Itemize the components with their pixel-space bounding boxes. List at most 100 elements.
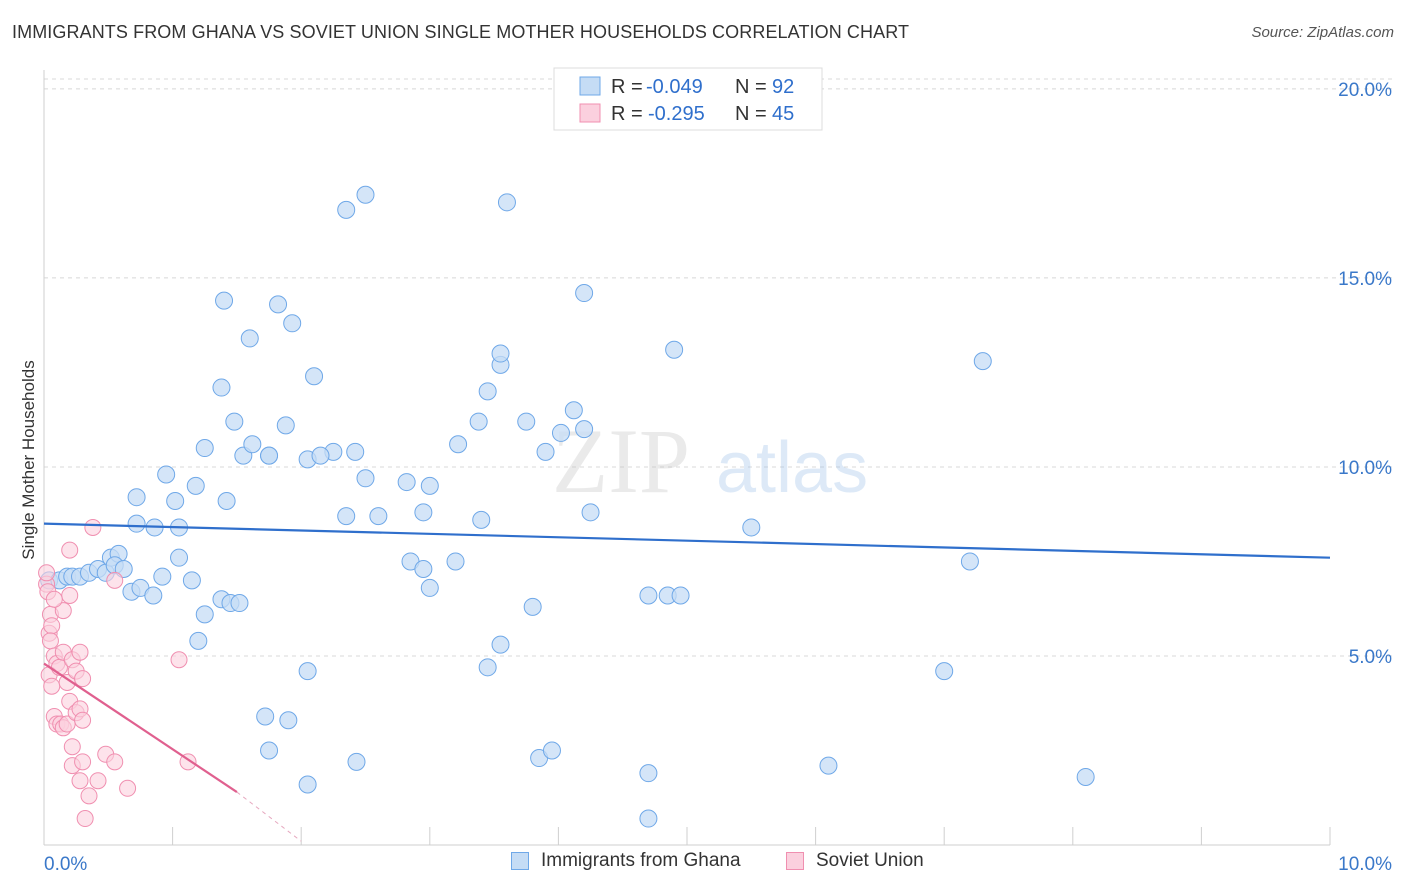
ghana-point-28[interactable] bbox=[157, 465, 176, 484]
ghana-point-29[interactable] bbox=[166, 491, 185, 510]
ghana-point-14[interactable] bbox=[144, 586, 163, 605]
ghana-point-26[interactable] bbox=[217, 491, 236, 510]
ghana-point-96[interactable] bbox=[189, 631, 208, 650]
ghana-point-76[interactable] bbox=[973, 352, 992, 371]
soviet-point-17[interactable] bbox=[54, 602, 72, 620]
ghana-point-67[interactable] bbox=[472, 510, 491, 529]
ghana-point-40[interactable] bbox=[283, 314, 302, 333]
soviet-point-42[interactable] bbox=[38, 564, 56, 582]
ghana-point-51[interactable] bbox=[397, 473, 416, 492]
soviet-point-18[interactable] bbox=[61, 586, 79, 604]
ghana-point-52[interactable] bbox=[414, 503, 433, 522]
soviet-point-33[interactable] bbox=[74, 753, 92, 771]
ghana-point-53[interactable] bbox=[369, 507, 388, 526]
ghana-point-46[interactable] bbox=[346, 442, 365, 461]
ghana-point-77[interactable] bbox=[639, 586, 658, 605]
ghana-point-94[interactable] bbox=[1076, 767, 1095, 786]
soviet-point-38[interactable] bbox=[119, 779, 137, 797]
legend-item-ghana[interactable]: Immigrants from Ghana bbox=[511, 850, 741, 872]
ghana-point-64[interactable] bbox=[564, 401, 583, 420]
ghana-point-47[interactable] bbox=[356, 185, 375, 204]
ghana-point-72[interactable] bbox=[575, 284, 594, 303]
ghana-point-38[interactable] bbox=[260, 446, 279, 465]
ghana-point-75[interactable] bbox=[960, 552, 979, 571]
ghana-point-39[interactable] bbox=[215, 291, 234, 310]
ghana-point-84[interactable] bbox=[256, 707, 275, 726]
ghana-point-80[interactable] bbox=[491, 635, 510, 654]
ghana-point-73[interactable] bbox=[665, 340, 684, 359]
ghana-point-50[interactable] bbox=[356, 469, 375, 488]
soviet-point-20[interactable] bbox=[84, 518, 102, 536]
ghana-point-81[interactable] bbox=[523, 597, 542, 616]
ghana-point-41[interactable] bbox=[269, 295, 288, 314]
ghana-point-25[interactable] bbox=[186, 476, 205, 495]
soviet-point-34[interactable] bbox=[80, 787, 98, 805]
ghana-point-55[interactable] bbox=[449, 435, 468, 454]
ghana-point-95[interactable] bbox=[639, 809, 658, 828]
soviet-point-21[interactable] bbox=[106, 571, 124, 589]
soviet-point-44[interactable] bbox=[74, 711, 92, 729]
ghana-point-59[interactable] bbox=[491, 344, 510, 363]
ghana-point-27[interactable] bbox=[127, 488, 146, 507]
ghana-point-54[interactable] bbox=[420, 476, 439, 495]
ghana-point-68[interactable] bbox=[446, 552, 465, 571]
soviet-point-16[interactable] bbox=[74, 670, 92, 688]
ghana-point-56[interactable] bbox=[469, 412, 488, 431]
ghana-point-62[interactable] bbox=[536, 442, 555, 461]
ghana-point-79[interactable] bbox=[671, 586, 690, 605]
legend-item-soviet[interactable]: Soviet Union bbox=[786, 850, 924, 872]
ghana-point-49[interactable] bbox=[337, 507, 356, 526]
soviet-point-40[interactable] bbox=[170, 651, 188, 669]
soviet-point-32[interactable] bbox=[71, 772, 89, 790]
ghana-point-60[interactable] bbox=[497, 193, 516, 212]
soviet-point-39[interactable] bbox=[76, 810, 94, 828]
ghana-point-15[interactable] bbox=[153, 567, 172, 586]
soviet-point-5[interactable] bbox=[41, 632, 59, 650]
ghana-point-71[interactable] bbox=[420, 578, 439, 597]
soviet-point-19[interactable] bbox=[61, 541, 79, 559]
ghana-point-90[interactable] bbox=[542, 741, 561, 760]
ghana-point-74[interactable] bbox=[742, 518, 761, 537]
ghana-point-87[interactable] bbox=[298, 775, 317, 794]
ghana-point-17[interactable] bbox=[182, 571, 201, 590]
ghana-point-11[interactable] bbox=[114, 560, 133, 579]
ghana-point-48[interactable] bbox=[337, 200, 356, 219]
ghana-point-32[interactable] bbox=[225, 412, 244, 431]
ghana-point-82[interactable] bbox=[478, 658, 497, 677]
ghana-point-91[interactable] bbox=[639, 764, 658, 783]
ghana-point-16[interactable] bbox=[170, 548, 189, 567]
ghana-point-45[interactable] bbox=[311, 446, 330, 465]
source-label[interactable]: Source: ZipAtlas.com bbox=[1251, 24, 1394, 41]
ghana-point-21[interactable] bbox=[230, 594, 249, 613]
ghana-point-57[interactable] bbox=[478, 382, 497, 401]
ghana-point-88[interactable] bbox=[347, 752, 366, 771]
soviet-point-15[interactable] bbox=[71, 643, 89, 661]
soviet-point-35[interactable] bbox=[89, 772, 107, 790]
legend-r-value-2: -0.295 bbox=[648, 103, 705, 125]
ghana-point-65[interactable] bbox=[575, 420, 594, 439]
soviet-point-30[interactable] bbox=[63, 738, 81, 756]
ghana-point-66[interactable] bbox=[581, 503, 600, 522]
ghana-point-86[interactable] bbox=[260, 741, 279, 760]
x-tick-right: 10.0% bbox=[1338, 854, 1392, 875]
ghana-point-83[interactable] bbox=[298, 662, 317, 681]
ghana-point-93[interactable] bbox=[935, 662, 954, 681]
soviet-point-4[interactable] bbox=[43, 617, 61, 635]
ghana-point-85[interactable] bbox=[279, 711, 298, 730]
ghana-point-22[interactable] bbox=[127, 514, 146, 533]
soviet-point-37[interactable] bbox=[106, 753, 124, 771]
ghana-point-31[interactable] bbox=[212, 378, 231, 397]
soviet-point-9[interactable] bbox=[43, 677, 61, 695]
ghana-point-92[interactable] bbox=[819, 756, 838, 775]
ghana-point-34[interactable] bbox=[240, 329, 259, 348]
ghana-point-63[interactable] bbox=[551, 423, 570, 442]
ghana-point-61[interactable] bbox=[517, 412, 536, 431]
ghana-point-37[interactable] bbox=[243, 435, 262, 454]
y-axis-label: Single Mother Households bbox=[19, 360, 38, 559]
ghana-point-70[interactable] bbox=[414, 560, 433, 579]
ghana-point-42[interactable] bbox=[305, 367, 324, 386]
ghana-point-30[interactable] bbox=[195, 439, 214, 458]
ghana-point-35[interactable] bbox=[276, 416, 295, 435]
soviet-point-43[interactable] bbox=[45, 590, 63, 608]
ghana-point-18[interactable] bbox=[195, 605, 214, 624]
